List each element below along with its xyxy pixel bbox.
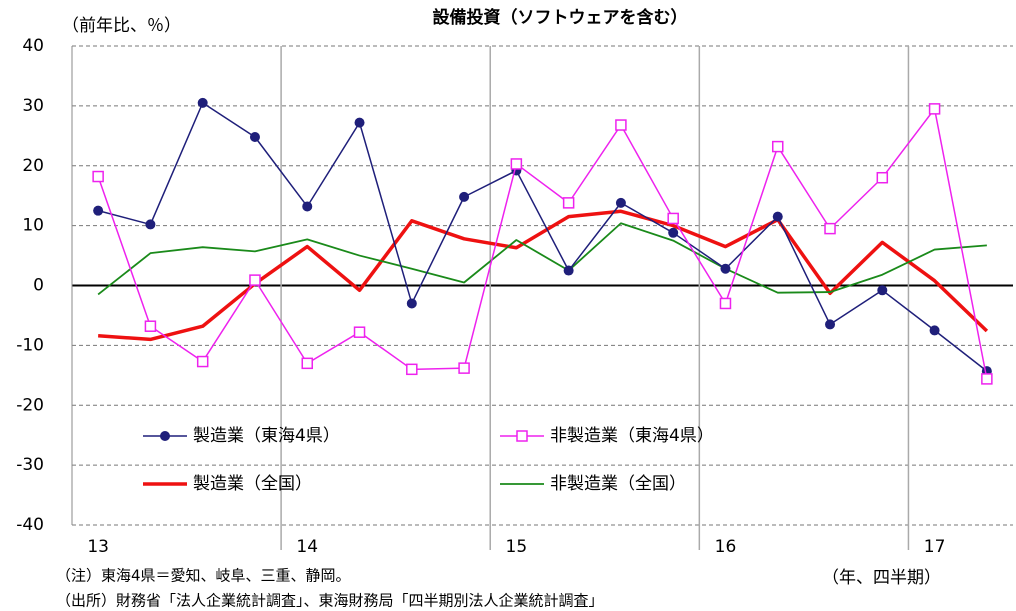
point bbox=[876, 171, 889, 184]
point bbox=[93, 205, 104, 216]
point bbox=[720, 263, 731, 274]
point bbox=[354, 117, 365, 128]
point bbox=[196, 355, 209, 368]
y-tick-label: -20 bbox=[16, 395, 44, 415]
point bbox=[824, 222, 836, 235]
y-tick-label: -10 bbox=[16, 335, 44, 355]
chart-title: 設備投資（ソフトウェアを含む） bbox=[433, 7, 688, 28]
series-line bbox=[97, 108, 988, 380]
y-tick-label: 40 bbox=[22, 36, 44, 56]
point bbox=[302, 201, 313, 212]
point bbox=[249, 132, 260, 143]
point bbox=[615, 119, 627, 131]
series-line bbox=[97, 102, 988, 372]
point bbox=[615, 197, 626, 208]
point bbox=[929, 325, 940, 336]
x-tick-label: 15 bbox=[506, 537, 528, 557]
y-tick-label: 20 bbox=[22, 156, 44, 176]
series-line bbox=[98, 209, 989, 342]
point bbox=[928, 103, 941, 115]
legend-label: 非製造業（東海4県） bbox=[550, 426, 714, 446]
x-axis-label: （年、四半期） bbox=[822, 568, 941, 588]
point bbox=[719, 297, 732, 310]
point bbox=[458, 362, 470, 374]
point bbox=[92, 170, 104, 183]
point bbox=[249, 274, 261, 286]
point bbox=[772, 140, 784, 153]
point bbox=[667, 212, 679, 225]
point bbox=[301, 357, 313, 370]
point bbox=[772, 211, 783, 222]
y-tick-label: -40 bbox=[16, 515, 44, 535]
point bbox=[145, 219, 156, 230]
point bbox=[197, 97, 208, 108]
point bbox=[877, 285, 888, 296]
y-axis-label: （前年比、％） bbox=[62, 16, 181, 36]
y-tick-label: 30 bbox=[22, 96, 44, 116]
note: （注）東海4県＝愛知、岐阜、三重、静岡。 bbox=[56, 567, 351, 585]
point bbox=[562, 197, 575, 209]
point bbox=[144, 320, 157, 332]
point bbox=[668, 227, 679, 238]
point bbox=[406, 298, 417, 309]
x-tick-label: 17 bbox=[924, 537, 946, 557]
point bbox=[981, 373, 993, 385]
point bbox=[459, 191, 470, 202]
point bbox=[516, 430, 528, 442]
point bbox=[406, 363, 418, 376]
point bbox=[353, 326, 366, 338]
legend-label: 製造業（全国） bbox=[193, 474, 312, 494]
legend-label: 非製造業（全国） bbox=[550, 474, 686, 494]
y-tick-label: 0 bbox=[33, 276, 44, 296]
x-tick-label: 16 bbox=[715, 537, 737, 557]
legend-label: 製造業（東海4県） bbox=[193, 426, 340, 446]
source: （出所）財務省「法人企業統計調査」、東海財務局「四半期別法人企業統計調査」 bbox=[56, 592, 604, 610]
point bbox=[825, 319, 836, 330]
y-tick-label: 10 bbox=[22, 216, 44, 236]
point bbox=[160, 431, 170, 441]
x-tick-label: 14 bbox=[296, 537, 318, 557]
x-tick-label: 13 bbox=[87, 537, 109, 557]
point bbox=[563, 265, 574, 276]
y-tick-label: -30 bbox=[16, 455, 44, 475]
point bbox=[510, 158, 523, 170]
series-line bbox=[97, 222, 987, 296]
